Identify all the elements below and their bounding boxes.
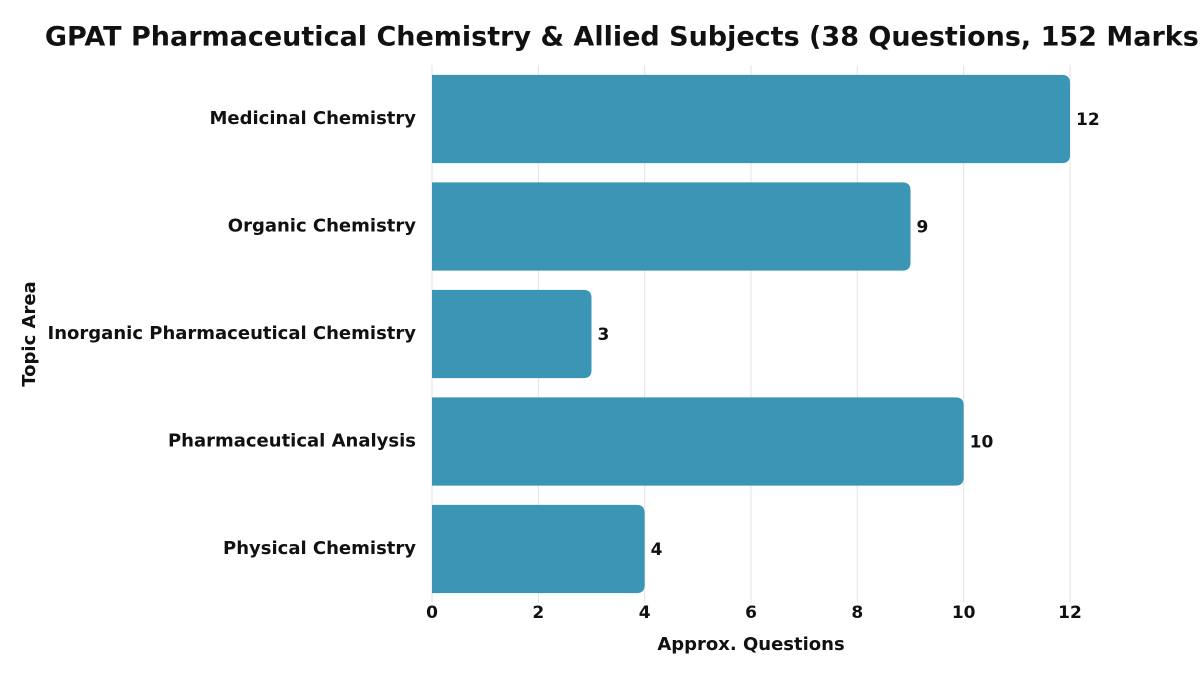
y-tick-label: Pharmaceutical Analysis	[168, 431, 416, 452]
x-tick-label: 10	[952, 603, 976, 623]
y-tick-label: Physical Chemistry	[223, 538, 416, 559]
y-tick-label: Inorganic Pharmaceutical Chemistry	[48, 323, 417, 344]
x-tick-label: 4	[639, 603, 651, 623]
value-label: 10	[970, 433, 994, 453]
value-label: 3	[598, 325, 610, 345]
bar	[432, 182, 911, 271]
chart-title: GPAT Pharmaceutical Chemistry & Allied S…	[45, 22, 1200, 53]
bar	[432, 289, 592, 379]
y-tick-label: Organic Chemistry	[228, 216, 416, 237]
x-tick-label: 12	[1058, 603, 1082, 623]
x-tick-label: 0	[426, 603, 438, 623]
y-tick-label: Medicinal Chemistry	[210, 108, 417, 129]
x-axis-label: Approx. Questions	[657, 634, 844, 655]
value-label: 4	[651, 540, 663, 560]
y-axis-label: Topic Area	[19, 281, 40, 386]
value-label: 9	[917, 218, 929, 238]
value-label: 12	[1076, 110, 1100, 130]
x-tick-label: 6	[745, 603, 757, 623]
bar	[432, 397, 964, 486]
bar	[432, 504, 645, 594]
x-tick-label: 8	[851, 603, 863, 623]
x-tick-label: 2	[532, 603, 544, 623]
bar	[432, 74, 1070, 164]
